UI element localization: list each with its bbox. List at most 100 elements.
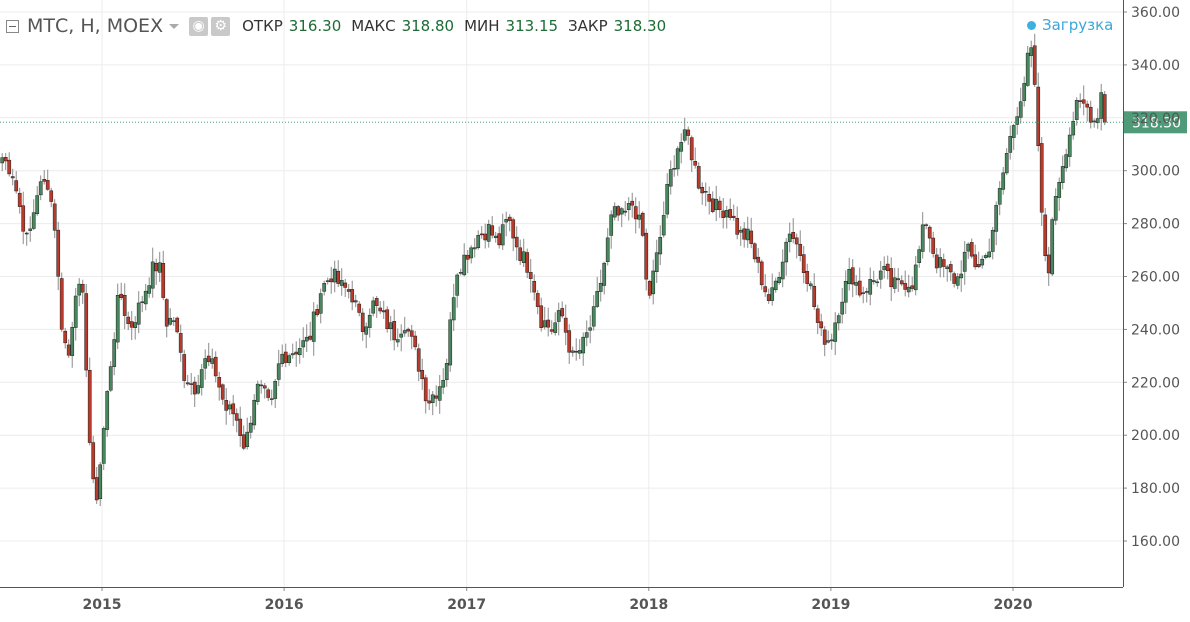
candle: [756, 247, 761, 274]
candle-body: [665, 184, 670, 215]
candle: [339, 268, 344, 296]
candle-body: [798, 243, 803, 256]
collapse-icon[interactable]: [6, 19, 19, 33]
candle: [679, 133, 684, 164]
candle: [287, 353, 292, 366]
candle: [7, 152, 12, 177]
candle: [563, 304, 568, 346]
candle: [231, 395, 236, 426]
candle-body: [332, 268, 337, 283]
candle-body: [854, 282, 859, 286]
low-label: МИН: [464, 17, 500, 35]
candle: [112, 332, 117, 376]
candle-body: [115, 295, 120, 343]
candle-body: [504, 219, 509, 223]
candle: [948, 261, 953, 281]
candle: [420, 358, 425, 390]
candle: [266, 387, 271, 401]
candle-body: [1074, 100, 1079, 120]
candle: [56, 221, 61, 291]
candle: [1036, 72, 1041, 152]
candle: [409, 324, 414, 350]
candle-body: [1029, 47, 1034, 56]
chevron-down-icon[interactable]: [169, 23, 180, 29]
gear-icon[interactable]: ⚙: [211, 16, 231, 36]
candle-body: [773, 280, 778, 291]
candle: [49, 187, 54, 208]
candle-body: [525, 252, 530, 273]
candle-body: [315, 309, 320, 316]
candle: [770, 273, 775, 306]
candle: [584, 320, 589, 347]
candle-body: [374, 298, 379, 306]
candle: [602, 261, 607, 295]
candle: [598, 269, 603, 302]
candle: [1064, 148, 1069, 172]
candle: [108, 361, 113, 392]
candle: [367, 308, 372, 338]
candle: [115, 283, 120, 350]
candle-body: [658, 237, 663, 255]
candle-body: [297, 348, 302, 356]
candle: [497, 226, 502, 249]
candle: [707, 186, 712, 215]
candle: [738, 226, 743, 246]
candle: [896, 268, 901, 292]
candle: [700, 182, 705, 205]
candle-body: [721, 210, 726, 218]
candle: [857, 267, 862, 298]
candle-body: [644, 232, 649, 280]
candle-body: [952, 273, 957, 284]
y-tick-label: 320.00: [1131, 111, 1180, 127]
candle: [140, 295, 145, 313]
candle-body: [868, 279, 873, 295]
candle-body: [913, 264, 918, 291]
candle-body: [612, 206, 617, 218]
candle: [591, 295, 596, 331]
candle: [1078, 93, 1083, 109]
symbol-title[interactable]: МТС, Н, MOEX: [27, 15, 164, 37]
candle-body: [238, 418, 243, 436]
candle-body: [959, 273, 964, 279]
candle: [210, 348, 215, 369]
candle: [185, 374, 190, 386]
candle-body: [0, 157, 5, 164]
candle-body: [108, 366, 113, 391]
candle-body: [560, 308, 565, 317]
candle-body: [1032, 45, 1037, 85]
candle: [812, 273, 817, 310]
candle-body: [595, 291, 600, 307]
candle: [423, 374, 428, 414]
candle: [322, 280, 327, 296]
candle-body: [273, 381, 278, 399]
candle-body: [87, 370, 92, 443]
candle: [70, 321, 75, 368]
chart-legend: МТС, Н, MOEX ◉ ⚙ ОТКР 316.30 МАКС 318.80…: [6, 11, 676, 41]
candle-body: [336, 270, 341, 284]
candle-body: [136, 302, 141, 325]
candle-body: [822, 329, 827, 345]
candle-body: [805, 271, 810, 284]
candle: [252, 394, 257, 430]
candle: [931, 231, 936, 258]
candle: [546, 307, 551, 337]
candle: [255, 380, 260, 405]
candle: [3, 153, 8, 171]
candle-body: [441, 380, 446, 388]
candle-body: [283, 351, 288, 363]
candle-body: [591, 306, 596, 327]
candle: [161, 250, 166, 301]
candle-body: [763, 286, 768, 293]
candle-body: [129, 321, 134, 328]
close-label: ЗАКР: [568, 17, 608, 35]
candle-body: [357, 303, 362, 313]
x-tick-label: 2015: [83, 597, 122, 613]
candle: [1050, 217, 1055, 277]
candle-body: [59, 278, 64, 330]
candle: [1004, 148, 1009, 176]
candle-body: [14, 180, 19, 192]
candle-body: [444, 363, 449, 380]
candle: [1053, 188, 1058, 226]
eye-icon[interactable]: ◉: [189, 16, 209, 36]
